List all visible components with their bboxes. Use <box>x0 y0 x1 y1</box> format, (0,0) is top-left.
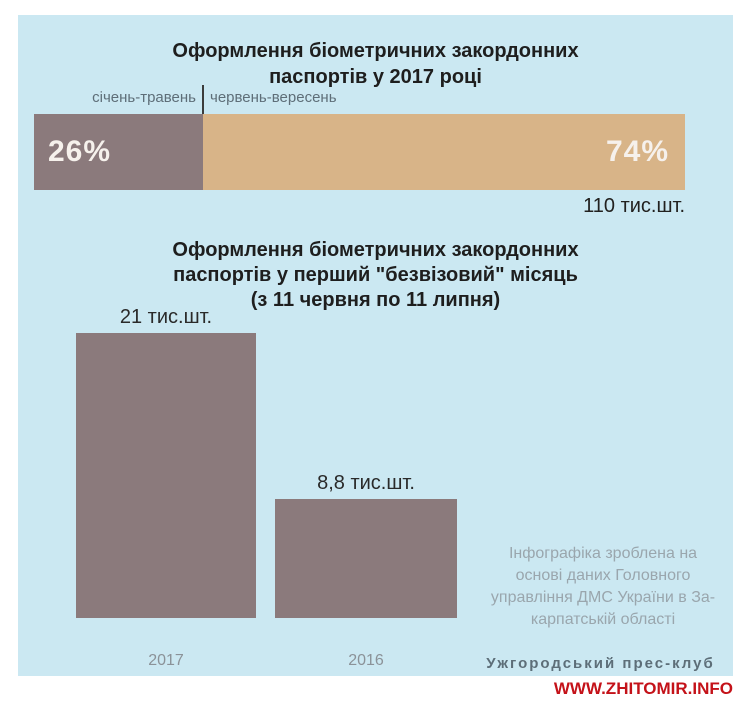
segment-percent-label-26: 26% <box>48 135 112 168</box>
segment-divider-line <box>202 85 204 132</box>
segment-percent-label-74: 74% <box>605 135 669 168</box>
source-note: Інфографіка зроблена на основі даних Гол… <box>490 545 716 628</box>
segment-label-jun-sep: червень-вересень <box>210 89 337 106</box>
total-count-label: 110 тис.шт. <box>583 195 685 217</box>
stacked-percentage-bar: 26% 74% <box>34 114 685 190</box>
chart2-title: Оформлення біометричних закордонних пасп… <box>172 239 579 311</box>
bar-segment-jun-sep: 74% <box>203 114 685 190</box>
bar-2016-value-label: 8,8 тис.шт. <box>317 472 415 494</box>
bar-2017-value-label: 21 тис.шт. <box>119 306 213 328</box>
bar-2016: 8,8 тис.шт. <box>275 472 457 618</box>
bar-segment-jan-may: 26% <box>34 114 204 190</box>
axis-label-2016: 2016 <box>348 652 384 669</box>
press-club-credit: Ужгородський прес-клуб <box>486 655 715 672</box>
bar-2017: 21 тис.шт. <box>76 306 256 618</box>
infographic-panel: Оформлення біометричних закордонних пасп… <box>18 15 733 676</box>
segment-label-jan-may: січень-травень <box>92 89 196 106</box>
axis-label-2017: 2017 <box>148 652 184 669</box>
chart1-title: Оформлення біометричних закордонних пасп… <box>172 40 579 88</box>
site-watermark: WWW.ZHITOMIR.INFO <box>553 679 733 698</box>
